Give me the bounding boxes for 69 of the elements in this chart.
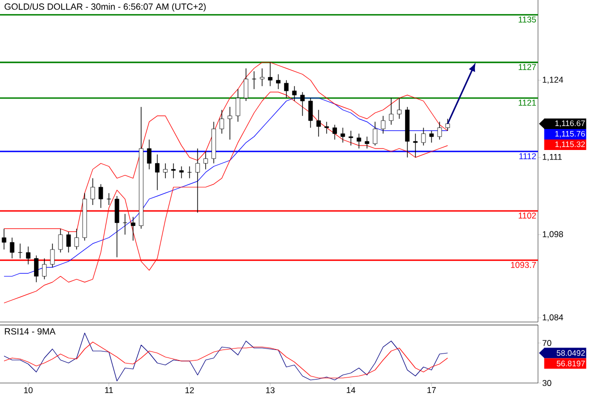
candlestick: [228, 106, 232, 140]
x-tick-label: 14: [346, 387, 356, 394]
candlestick: [130, 216, 136, 241]
chart-title: RSI14 - 9MA: [4, 328, 56, 335]
candlestick: [340, 127, 346, 143]
candlestick: [300, 92, 305, 116]
y-tick-label: 30: [542, 380, 552, 386]
candlestick: [10, 237, 14, 259]
candlestick: [2, 228, 6, 250]
candlestick: [147, 139, 152, 170]
candlestick: [179, 166, 184, 179]
candlestick: [348, 130, 354, 146]
candlestick: [324, 121, 329, 134]
x-tick-label: 13: [266, 387, 275, 394]
candlestick: [18, 243, 22, 259]
candlestick: [308, 98, 313, 128]
candlestick: [372, 121, 378, 146]
x-tick-label: 11: [105, 387, 113, 394]
chart-title: GOLD/US DOLLAR - 30min - 6:56:07 AM (UTC+2): [4, 3, 206, 12]
candlestick: [284, 80, 289, 98]
candlestick: [316, 110, 321, 137]
candlestick: [356, 133, 362, 149]
x-tick-label: 10: [24, 387, 33, 394]
candlestick: [106, 192, 112, 206]
candlestick: [66, 231, 71, 253]
candlestick: [332, 124, 337, 140]
candlestick: [276, 74, 280, 90]
candlestick: [397, 98, 402, 120]
candlestick: [42, 258, 47, 280]
y-tick-label: 1,124: [542, 76, 564, 84]
ref-line-label: 1102: [518, 212, 536, 219]
candlestick: [292, 86, 297, 102]
candlestick: [155, 154, 160, 190]
ref-line-label: 1093.7: [511, 262, 536, 268]
candlestick: [98, 184, 104, 208]
candlestick: [252, 70, 256, 90]
candlestick: [220, 110, 224, 134]
candlestick: [26, 246, 30, 265]
candlestick: [380, 115, 386, 134]
y-tick-label: 70: [542, 340, 552, 346]
ref-line-label: 1121: [518, 100, 536, 106]
x-tick-label: 12: [185, 387, 194, 394]
y-tick-label: 1,084: [542, 314, 564, 322]
ref-line-label: 1135: [518, 16, 536, 23]
candlestick: [163, 163, 168, 179]
candlestick: [429, 130, 434, 143]
candlestick: [437, 121, 442, 140]
y-tick-label: 1,111: [542, 154, 562, 161]
candlestick: [268, 62, 272, 86]
candlestick: [236, 88, 240, 122]
candlestick: [260, 68, 264, 86]
ref-line-label: 1127: [518, 64, 536, 70]
candlestick: [413, 133, 418, 158]
candlestick: [203, 151, 208, 170]
candlestick: [74, 228, 79, 250]
candlestick: [50, 243, 55, 268]
candlestick: [244, 68, 248, 102]
candlestick: [114, 196, 120, 258]
y-tick-label: 1,098: [542, 231, 564, 238]
candlestick: [171, 163, 176, 179]
candlestick: [34, 255, 39, 283]
candlestick: [421, 127, 426, 146]
candlestick: [388, 98, 394, 126]
x-tick-label: 17: [427, 387, 436, 394]
candlestick: [90, 178, 95, 206]
ref-line-label: 1112: [519, 153, 536, 160]
candlestick: [58, 228, 63, 253]
candlestick: [195, 148, 200, 214]
candlestick: [364, 136, 370, 149]
